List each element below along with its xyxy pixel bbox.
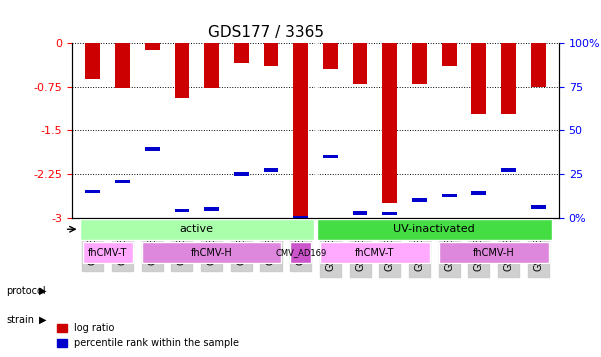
Bar	[293, 43, 308, 217]
Bar	[85, 190, 100, 193]
FancyBboxPatch shape	[142, 242, 281, 263]
Bar	[204, 207, 219, 211]
Bar	[85, 43, 100, 79]
Bar	[353, 43, 367, 84]
Bar	[353, 211, 367, 215]
Bar	[264, 43, 278, 66]
Text: CMV_AD169: CMV_AD169	[275, 248, 326, 257]
Text: ▶: ▶	[39, 286, 46, 296]
Bar	[323, 43, 338, 69]
Text: fhCMV-T: fhCMV-T	[355, 247, 395, 257]
Text: ▶: ▶	[39, 315, 46, 325]
Bar	[234, 43, 249, 63]
Bar	[174, 43, 189, 98]
Bar	[174, 209, 189, 212]
Bar	[531, 205, 546, 209]
Bar	[501, 43, 516, 114]
Bar	[145, 147, 160, 151]
Text: strain: strain	[6, 315, 34, 325]
Text: active: active	[180, 224, 214, 234]
Text: GDS177 / 3365: GDS177 / 3365	[209, 25, 325, 40]
Text: protocol: protocol	[6, 286, 46, 296]
Bar	[234, 172, 249, 176]
Bar	[501, 168, 516, 172]
Bar	[264, 168, 278, 172]
Legend: log ratio, percentile rank within the sample: log ratio, percentile rank within the sa…	[53, 320, 243, 352]
Bar	[442, 43, 457, 66]
FancyBboxPatch shape	[317, 219, 552, 240]
Bar	[293, 216, 308, 219]
Text: fhCMV-T: fhCMV-T	[88, 247, 127, 257]
FancyBboxPatch shape	[439, 242, 549, 263]
Bar	[145, 43, 160, 50]
FancyBboxPatch shape	[320, 242, 430, 263]
Bar	[531, 43, 546, 86]
Bar	[204, 43, 219, 88]
FancyBboxPatch shape	[82, 242, 133, 263]
Bar	[115, 43, 130, 88]
FancyBboxPatch shape	[79, 219, 314, 240]
FancyBboxPatch shape	[290, 242, 311, 263]
Bar	[412, 43, 427, 84]
Text: UV-inactivated: UV-inactivated	[394, 224, 475, 234]
Bar	[412, 198, 427, 202]
Bar	[442, 194, 457, 197]
Bar	[323, 155, 338, 158]
Text: fhCMV-H: fhCMV-H	[473, 247, 514, 257]
Bar	[382, 43, 397, 203]
Bar	[115, 180, 130, 183]
Bar	[382, 212, 397, 215]
Bar	[471, 43, 486, 114]
Bar	[471, 191, 486, 195]
Text: fhCMV-H: fhCMV-H	[191, 247, 233, 257]
